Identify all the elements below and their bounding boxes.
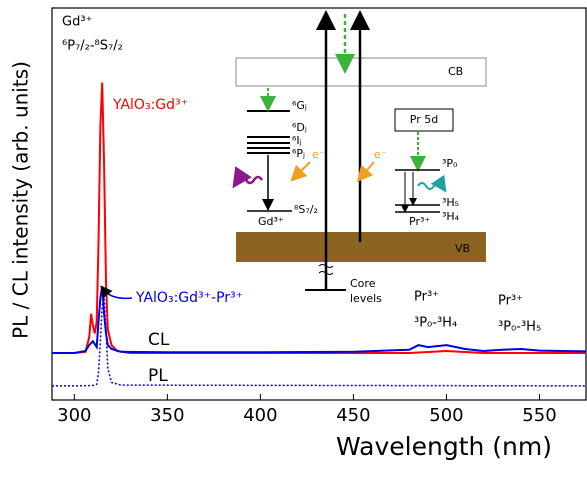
arrow — [290, 161, 311, 182]
series-line — [52, 295, 587, 387]
inset-label: ⁶Pⱼ — [292, 147, 305, 160]
x-tick-label: 550 — [522, 405, 556, 426]
x-tick-label: 300 — [57, 405, 91, 426]
inset-label: Pr³⁺ — [409, 215, 430, 228]
photon — [232, 166, 264, 189]
inset-label: ⁶Iⱼ — [292, 134, 302, 147]
inset-label: VB — [455, 242, 470, 255]
pr5d-box — [394, 108, 454, 132]
series-line — [52, 82, 586, 354]
x-tick-label: 400 — [243, 405, 277, 426]
arrow — [356, 161, 375, 183]
x-tick-label: 450 — [336, 405, 370, 426]
y-axis-label: PL / CL intensity (arb. units) — [9, 61, 33, 339]
plot-frame — [51, 7, 587, 401]
x-tick-label: 500 — [429, 405, 463, 426]
series-label: YAlO₃:Gd³⁺-Pr³⁺ — [135, 290, 243, 306]
inset-label: Pr 5d — [410, 113, 438, 126]
photon — [417, 174, 447, 193]
inset-label: ⁸S₇/₂ — [294, 203, 318, 216]
inset-label: e⁻ — [312, 148, 325, 161]
inset-label: ⁶Gⱼ — [292, 99, 307, 112]
inset-label: ³H₅ — [442, 196, 459, 209]
inset-label: e⁻ — [374, 148, 387, 161]
annotation: ³P₀-³H₄ — [414, 316, 457, 331]
x-axis-label: Wavelength (nm) — [336, 432, 552, 461]
annotation: ⁶P₇/₂-⁸S₇/₂ — [62, 39, 123, 54]
inset-label: CB — [448, 65, 463, 78]
series-line — [52, 286, 587, 354]
annotation: Pr³⁺ — [498, 294, 523, 309]
inset-label: Gd³⁺ — [258, 215, 284, 228]
annotation: PL — [148, 366, 168, 386]
inset-label: Core — [350, 277, 376, 290]
inset-label: ³H₄ — [442, 210, 460, 223]
annotation: Gd³⁺ — [62, 15, 92, 30]
inset-label: levels — [350, 292, 382, 305]
inset-label: ³P₀ — [442, 157, 458, 170]
inset-label: ⁶Dⱼ — [292, 121, 307, 134]
annotation: ³P₀-³H₅ — [498, 320, 541, 335]
series-label: YAlO₃:Gd³⁺ — [112, 97, 188, 113]
curves — [52, 82, 587, 387]
x-tick-label: 350 — [150, 405, 184, 426]
inset-diagram: CB VB Core levels ⁶Gⱼ ⁶Dⱼ ⁶Iⱼ ⁶Pⱼ ⁸S₇/₂ … — [232, 10, 487, 305]
annotation: Pr³⁺ — [414, 290, 439, 305]
pointer — [100, 285, 133, 300]
annotation: CL — [148, 330, 170, 350]
